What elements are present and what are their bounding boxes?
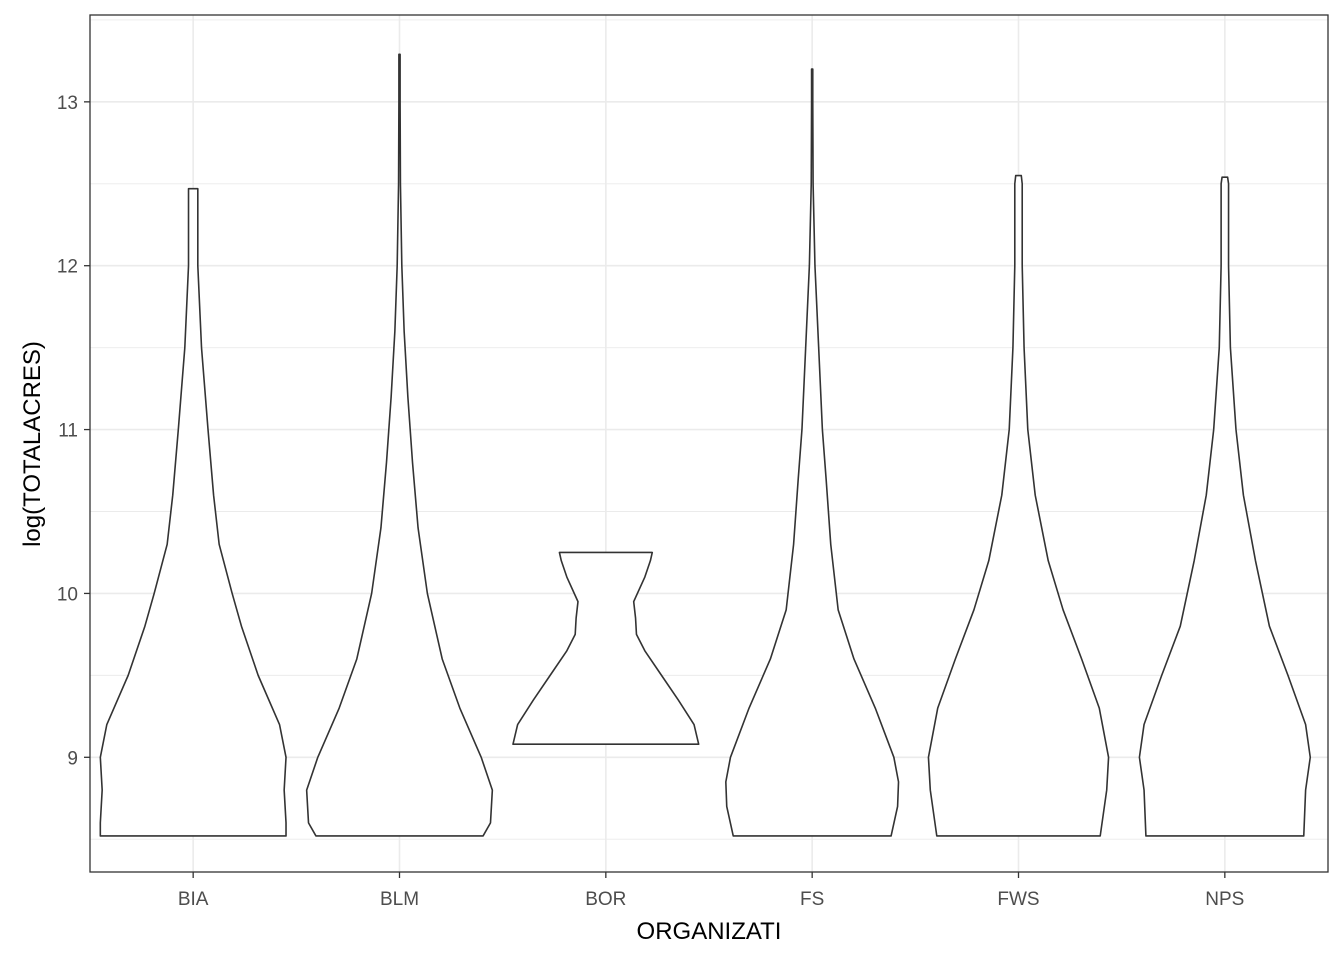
- x-tick-label: BIA: [178, 889, 209, 910]
- violin-fs: [725, 68, 900, 837]
- violin-nps: [1138, 176, 1312, 837]
- y-tick-label: 13: [57, 93, 78, 114]
- x-tick-label: FS: [800, 889, 824, 910]
- x-axis-title: ORGANIZATI: [637, 918, 782, 945]
- violin-bor: [512, 551, 700, 745]
- violin-fws: [927, 174, 1110, 837]
- y-axis-title: log(TOTALACRES): [19, 341, 46, 547]
- tick-labels: 9 10 11 12 13 BIA BLM BOR FS FWS NPS: [57, 93, 1245, 910]
- violins: [99, 53, 1312, 837]
- axis-ticks: [84, 101, 1226, 878]
- panel-border: [89, 14, 1329, 873]
- y-tick-label: 11: [58, 421, 78, 442]
- x-tick-label: FWS: [997, 889, 1039, 910]
- y-tick-label: 10: [57, 584, 78, 605]
- violin-bia: [99, 187, 287, 837]
- x-tick-label: NPS: [1205, 889, 1244, 910]
- y-tick-label: 12: [57, 257, 78, 278]
- x-tick-label: BLM: [380, 889, 419, 910]
- x-tick-label: BOR: [585, 889, 626, 910]
- violin-blm: [305, 53, 494, 837]
- y-tick-label: 9: [67, 748, 78, 769]
